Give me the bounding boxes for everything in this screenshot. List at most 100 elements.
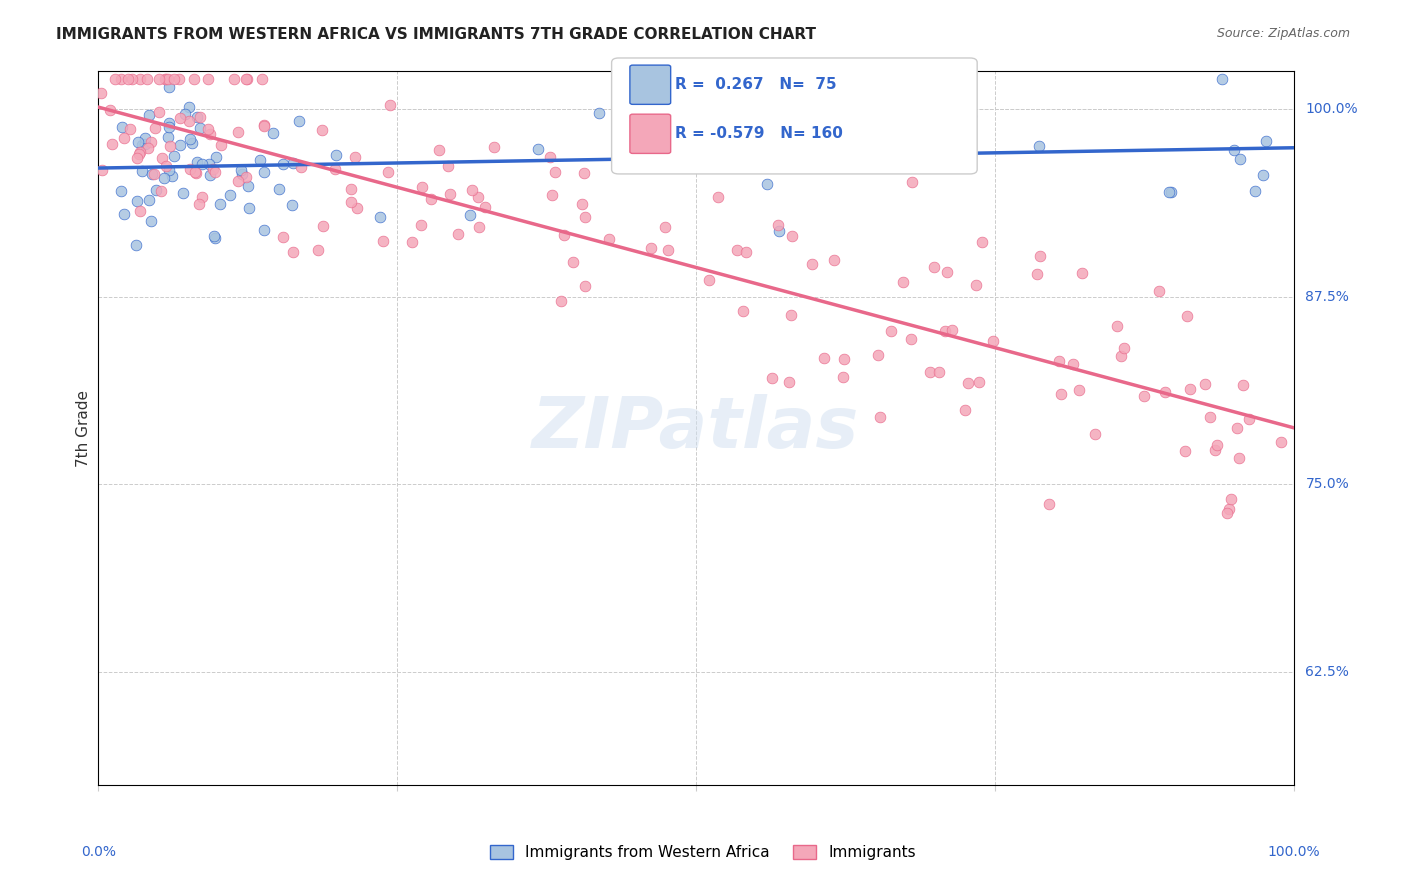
Point <box>226 124 249 138</box>
Point <box>936 265 959 279</box>
Point <box>209 197 232 211</box>
Point <box>128 71 150 86</box>
Point <box>735 244 758 259</box>
Point <box>177 100 200 114</box>
Point <box>813 351 835 365</box>
Point <box>654 219 676 234</box>
Point <box>91 163 114 178</box>
Point <box>112 207 135 221</box>
Point <box>380 98 402 112</box>
Point <box>1026 267 1049 281</box>
Point <box>159 80 181 95</box>
Point <box>148 71 170 86</box>
Point <box>922 71 945 86</box>
Point <box>127 194 149 209</box>
Point <box>159 138 181 153</box>
Point <box>540 188 562 202</box>
Text: 75.0%: 75.0% <box>1306 477 1350 491</box>
Point <box>572 166 595 180</box>
Point <box>148 105 170 120</box>
Point <box>110 71 132 86</box>
Point <box>891 275 914 289</box>
Point <box>143 167 166 181</box>
Point <box>1112 341 1135 355</box>
Point <box>527 142 550 156</box>
Point <box>468 219 491 234</box>
Point <box>238 201 260 215</box>
Point <box>190 190 212 204</box>
Point <box>249 153 271 167</box>
Point <box>598 232 620 246</box>
Point <box>145 183 167 197</box>
Point <box>128 204 150 219</box>
Point <box>253 223 276 237</box>
Point <box>325 147 347 161</box>
Point <box>150 151 173 165</box>
Point <box>186 110 208 124</box>
Point <box>155 159 177 173</box>
Point <box>157 120 180 134</box>
Point <box>1175 309 1198 323</box>
Point <box>120 122 142 136</box>
Point <box>202 228 225 243</box>
Point <box>725 244 748 258</box>
Point <box>922 260 945 275</box>
Point <box>832 352 855 367</box>
Point <box>131 164 153 178</box>
Point <box>484 140 506 154</box>
Point <box>205 150 228 164</box>
Point <box>1071 266 1094 280</box>
Point <box>139 135 162 149</box>
Point <box>778 375 800 389</box>
Point <box>127 136 149 150</box>
Point <box>637 124 659 138</box>
Point <box>706 190 728 204</box>
Point <box>1206 438 1229 452</box>
Point <box>202 162 225 177</box>
Point <box>188 121 211 136</box>
Point <box>253 164 276 178</box>
Point <box>1216 506 1239 520</box>
Point <box>183 165 205 179</box>
Point <box>1239 412 1261 426</box>
Point <box>191 157 214 171</box>
Point <box>346 201 368 215</box>
Point <box>1251 169 1274 183</box>
Point <box>411 179 433 194</box>
Point <box>981 334 1004 349</box>
Point <box>219 187 242 202</box>
Point <box>262 126 284 140</box>
Point <box>271 157 294 171</box>
Point <box>340 195 363 210</box>
Point <box>1028 138 1050 153</box>
Point <box>1029 249 1052 263</box>
Point <box>340 182 363 196</box>
Point <box>782 229 804 244</box>
Point <box>553 227 575 242</box>
Point <box>204 231 226 245</box>
Point <box>1244 184 1267 198</box>
Point <box>167 71 190 86</box>
Point <box>131 137 153 152</box>
Point <box>141 167 163 181</box>
Point <box>179 161 201 176</box>
Point <box>1154 385 1177 400</box>
Point <box>138 108 160 122</box>
Point <box>98 103 121 118</box>
Point <box>934 325 956 339</box>
Point <box>187 197 209 211</box>
Point <box>1227 451 1250 466</box>
Point <box>125 238 148 252</box>
Point <box>1220 492 1243 507</box>
Point <box>157 71 180 86</box>
Point <box>657 243 679 257</box>
Point <box>153 171 176 186</box>
Point <box>953 402 976 417</box>
Point <box>153 71 176 86</box>
Point <box>224 71 246 86</box>
Point <box>139 213 162 227</box>
Text: 0.0%: 0.0% <box>82 845 115 859</box>
Point <box>157 163 180 178</box>
Point <box>128 145 150 160</box>
Point <box>169 111 191 125</box>
